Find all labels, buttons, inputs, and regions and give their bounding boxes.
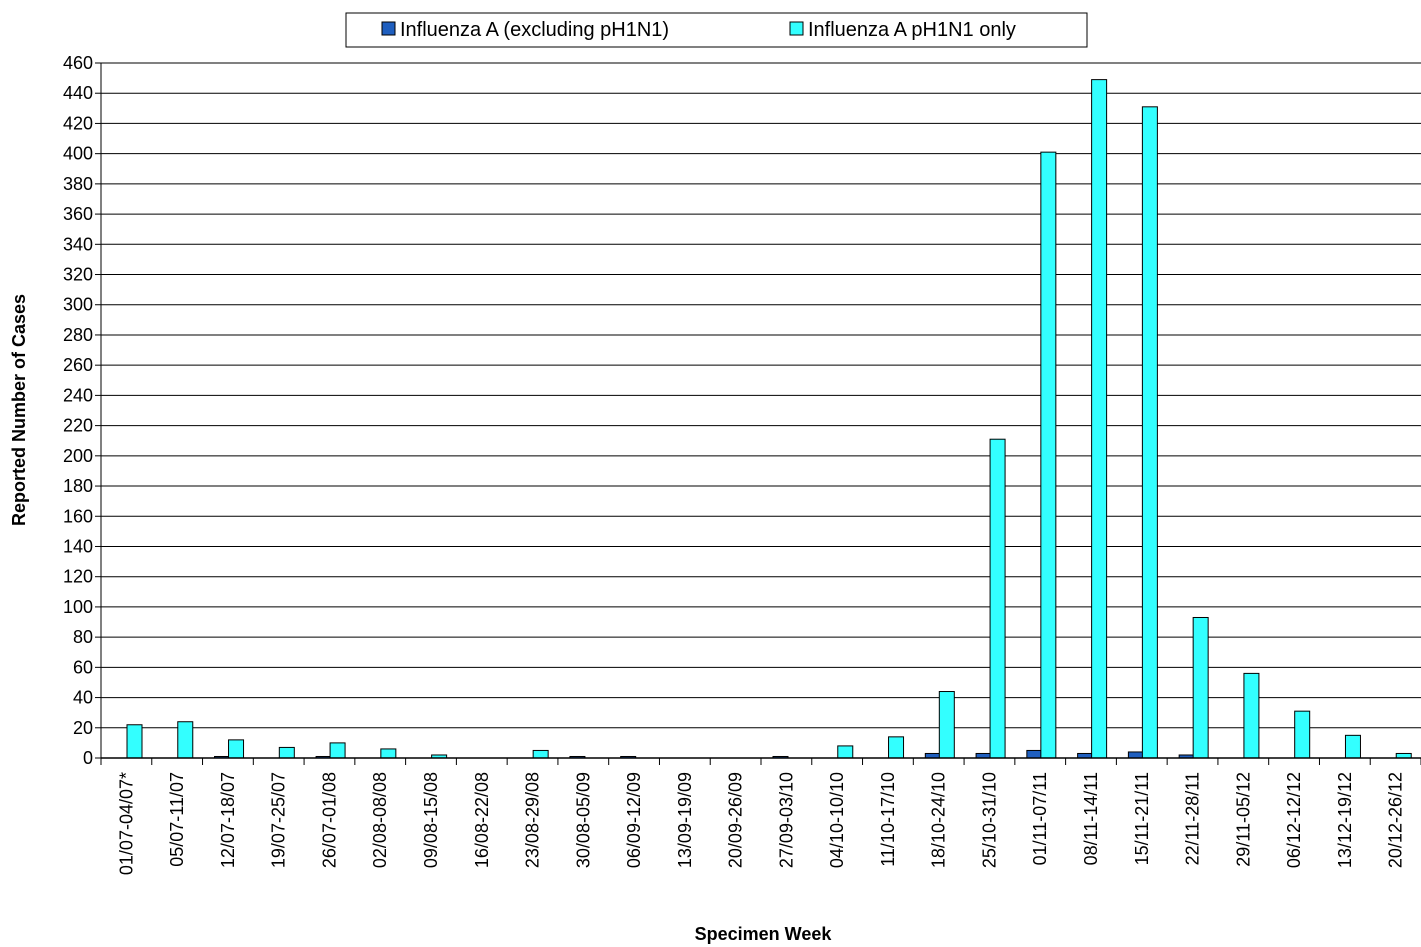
x-tick-label: 13/12-19/12 <box>1335 772 1355 868</box>
y-tick-label: 440 <box>63 83 93 103</box>
legend-label-series-1: Influenza A (excluding pH1N1) <box>400 19 669 41</box>
legend-swatch-series-2 <box>789 21 804 36</box>
legend-box <box>345 12 1088 48</box>
bar-series-1 <box>1026 749 1043 759</box>
x-tick-label: 08/11-14/11 <box>1081 772 1101 865</box>
x-tick-label: 25/10-31/10 <box>979 772 999 868</box>
x-tick-labels: 01/07-04/07* 05/07-11/07 12/07-18/07 19/07-… <box>116 772 1405 875</box>
y-tick-label: 120 <box>63 567 93 587</box>
x-tick-label: 15/11-21/11 <box>1132 772 1152 865</box>
gridlines <box>95 62 1421 759</box>
x-tick-label: 18/10-24/10 <box>929 772 949 868</box>
y-tick-label: 80 <box>73 627 93 647</box>
y-tick-labels: 0 20 40 60 80 100 120 140 160 180 200 220 240 260 280 3… <box>63 53 93 768</box>
y-tick-label: 340 <box>63 234 93 254</box>
bar-series-2 <box>177 721 194 759</box>
x-tick-label: 09/08-15/08 <box>421 772 441 868</box>
y-tick-label: 380 <box>63 174 93 194</box>
bar-series-2 <box>1192 616 1209 759</box>
y-tick-label: 260 <box>63 355 93 375</box>
legend-label-series-2: Influenza A pH1N1 only <box>808 19 1016 41</box>
x-tick-label: 23/08-29/08 <box>523 772 543 868</box>
bar-series-1 <box>1127 751 1144 759</box>
x-tick-label: 12/07-18/07 <box>218 772 238 868</box>
bars <box>126 79 1412 759</box>
x-tick-label: 06/12-12/12 <box>1284 772 1304 868</box>
x-tick-label: 06/09-12/09 <box>624 772 644 868</box>
y-tick-label: 360 <box>63 204 93 224</box>
y-tick-label: 280 <box>63 325 93 345</box>
y-tick-label: 240 <box>63 385 93 405</box>
x-tick-label: 29/11-05/12 <box>1233 772 1253 867</box>
y-tick-label: 140 <box>63 536 93 556</box>
bar-series-2 <box>837 745 854 759</box>
y-tick-label: 60 <box>73 657 93 677</box>
bar-series-2 <box>126 724 143 759</box>
bar-series-2 <box>1243 672 1260 759</box>
y-tick-label: 200 <box>63 446 93 466</box>
legend-swatch-series-1 <box>381 21 396 36</box>
bar-series-2 <box>532 749 549 759</box>
x-tick-label: 16/08-22/08 <box>472 772 492 868</box>
x-tick-label: 13/09-19/09 <box>675 772 695 868</box>
bar-series-2 <box>1141 106 1158 759</box>
y-tick-label: 220 <box>63 416 93 436</box>
bar-series-2 <box>329 742 346 759</box>
y-tick-label: 40 <box>73 688 93 708</box>
x-tick-label: 26/07-01/08 <box>319 772 339 868</box>
axes <box>100 63 1421 765</box>
y-tick-label: 460 <box>63 53 93 73</box>
x-axis-title: Specimen Week <box>695 924 833 944</box>
bar-series-2 <box>989 438 1006 759</box>
x-tick-label: 19/07-25/07 <box>269 772 289 868</box>
bar-series-2 <box>1294 710 1311 759</box>
y-tick-label: 180 <box>63 476 93 496</box>
y-tick-label: 160 <box>63 506 93 526</box>
y-tick-label: 300 <box>63 295 93 315</box>
bar-series-2 <box>888 736 905 759</box>
x-tick-label: 27/09-03/10 <box>776 772 796 868</box>
bar-series-2 <box>1091 79 1108 759</box>
bar-series-2 <box>278 746 295 759</box>
x-tick-label: 01/07-04/07* <box>116 772 136 875</box>
x-tick-label: 20/12-26/12 <box>1386 772 1406 868</box>
y-axis-title: Reported Number of Cases <box>9 294 29 526</box>
bar-series-2 <box>1344 734 1361 759</box>
x-tick-label: 02/08-08/08 <box>370 772 390 868</box>
x-tick-label: 05/07-11/07 <box>167 772 187 867</box>
x-tick-label: 22/11-28/11 <box>1183 772 1203 865</box>
y-tick-label: 320 <box>63 265 93 285</box>
x-tick-label: 04/10-10/10 <box>827 772 847 868</box>
legend: Influenza A (excluding pH1N1) Influenza … <box>345 12 1088 48</box>
x-tick-label: 20/09-26/09 <box>726 772 746 868</box>
y-tick-label: 100 <box>63 597 93 617</box>
y-tick-label: 0 <box>83 748 93 768</box>
y-tick-label: 400 <box>63 144 93 164</box>
y-tick-label: 420 <box>63 113 93 133</box>
y-tick-label: 20 <box>73 718 93 738</box>
bar-series-2 <box>1040 151 1057 759</box>
bar-series-2 <box>228 739 245 759</box>
x-tick-label: 11/10-17/10 <box>878 772 898 867</box>
x-tick-label: 30/08-05/09 <box>573 772 593 868</box>
bar-series-2 <box>380 748 397 759</box>
x-tick-label: 01/11-07/11 <box>1030 772 1050 865</box>
bar-series-2 <box>938 691 955 759</box>
